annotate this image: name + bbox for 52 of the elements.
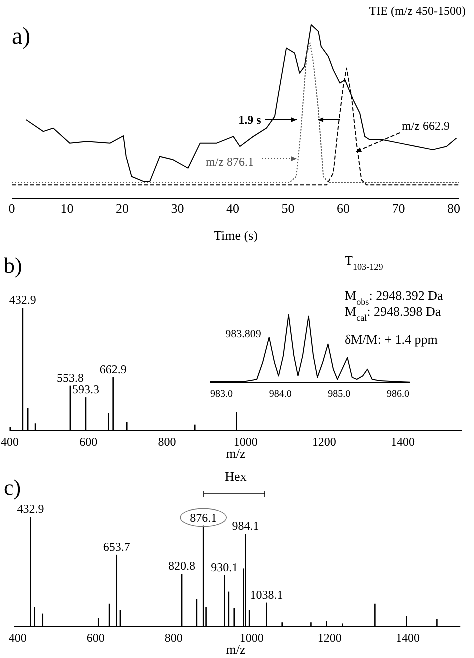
x-tick-label: 400 — [8, 631, 27, 645]
x-tick-label: 400 — [1, 435, 19, 449]
text: Hex — [225, 469, 248, 484]
annotation: δM/M: + 1.4 ppm — [345, 332, 438, 347]
annotation: 983.809 — [226, 328, 262, 340]
x-tick-label: 600 — [80, 435, 98, 449]
x-tick-label: 80 — [447, 201, 460, 216]
x-tick-label: 985.0 — [328, 389, 351, 400]
text: T$_{103-129}$ — [345, 253, 384, 272]
annotation: 593.3 — [72, 382, 100, 397]
chart-title: c) — [4, 475, 22, 500]
x-tick-label: 1000 — [234, 435, 258, 449]
annotation: 1.9 s — [238, 113, 262, 127]
x-tick-label: 1200 — [318, 631, 342, 645]
annotation: 653.7 — [103, 540, 130, 554]
x-tick-label: 20 — [116, 201, 129, 216]
x-tick-label: 10 — [60, 201, 74, 216]
x-tick-label: 800 — [164, 631, 183, 645]
annotation: 553.8 — [56, 370, 84, 385]
x-axis-title: m/z — [226, 446, 246, 461]
annotation: 432.9 — [9, 293, 36, 307]
text: M$_{obs}$: 2948.392 Da — [345, 288, 444, 307]
text: TIE (m/z 450-1500) — [369, 4, 466, 18]
annotation: M$_{cal}$: 2948.398 Da — [345, 304, 442, 323]
x-tick-label: 1400 — [396, 631, 420, 645]
annotation: 984.1 — [232, 519, 260, 534]
legend-label: m/z 876.1 — [206, 155, 254, 169]
x-tick-label: 1000 — [240, 631, 264, 645]
annotation: 662.9 — [100, 362, 127, 376]
x-tick-label: 0 — [8, 201, 16, 216]
x-tick-label: 1200 — [312, 435, 336, 449]
x-tick-label: 70 — [392, 201, 406, 216]
chart-title: b) — [4, 253, 22, 278]
x-tick-label: 30 — [171, 201, 184, 216]
x-tick-label: 986.0 — [386, 389, 410, 400]
x-tick-label: 984.0 — [269, 389, 292, 400]
x-tick-label: 1400 — [391, 435, 416, 449]
x-axis-title: Time (s) — [214, 228, 258, 243]
annotation: 930.1 — [211, 560, 238, 574]
x-tick-label: 60 — [336, 201, 350, 216]
x-tick-label: 50 — [282, 201, 295, 216]
annotation: 820.8 — [168, 559, 196, 574]
annotation: 1038.1 — [250, 588, 284, 602]
x-tick-label: 600 — [86, 631, 105, 645]
x-axis-title: m/z — [226, 642, 246, 657]
annotation: 876.1 — [190, 510, 218, 525]
x-tick-label: 800 — [158, 435, 176, 449]
annotation: 432.9 — [17, 502, 44, 516]
chart-title: a) — [12, 24, 31, 50]
x-tick-label: 40 — [226, 201, 240, 216]
x-tick-label: 983.0 — [210, 389, 234, 400]
text: m/z 662.9 — [402, 119, 450, 133]
